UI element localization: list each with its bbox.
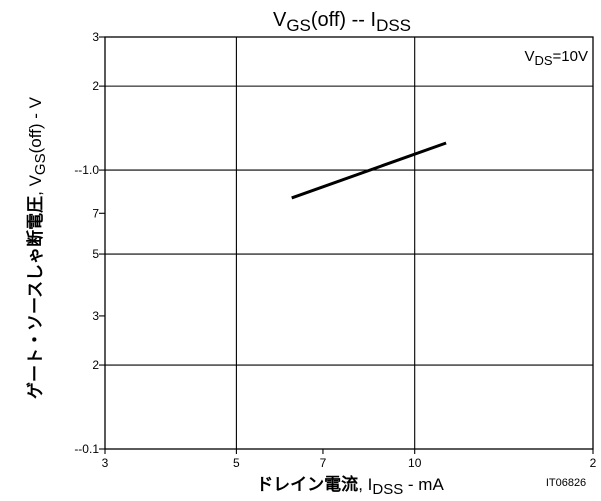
y-tick-label: --1.0: [74, 163, 99, 177]
series-line-0: [291, 141, 447, 200]
y-tick-label: 5: [92, 247, 99, 261]
x-tick-labels: 3 5 7 10 2: [102, 449, 597, 470]
series-layer: [291, 141, 447, 200]
y-tick-label: 3: [92, 309, 99, 323]
y-tick-label: 2: [92, 358, 99, 372]
x-tick-label: 2: [590, 456, 597, 470]
y-axis-label: ゲート・ソースしゃ断電圧, VGS(off) - V: [25, 96, 49, 399]
plot-frame: [104, 36, 594, 450]
chart-title: VGS(off) -- IDSS: [273, 9, 411, 35]
y-tick-label: 3: [92, 30, 99, 44]
x-tick-label: 3: [102, 456, 109, 470]
grid-layer: [105, 37, 593, 449]
x-tick-label: 7: [320, 456, 327, 470]
x-axis-label: ドレイン電流, IDSS - mA: [256, 474, 444, 498]
figure-id: IT06826: [546, 477, 586, 489]
condition-annotation: VDS=10V: [524, 48, 588, 68]
y-tick-labels: 3 2 --1.0 7 5 3 2 --0.1: [74, 30, 105, 456]
y-tick-label: --0.1: [74, 442, 99, 456]
y-tick-label: 7: [92, 206, 99, 220]
x-tick-label: 5: [233, 456, 240, 470]
x-tick-label: 10: [408, 456, 422, 470]
y-tick-label: 2: [92, 79, 99, 93]
